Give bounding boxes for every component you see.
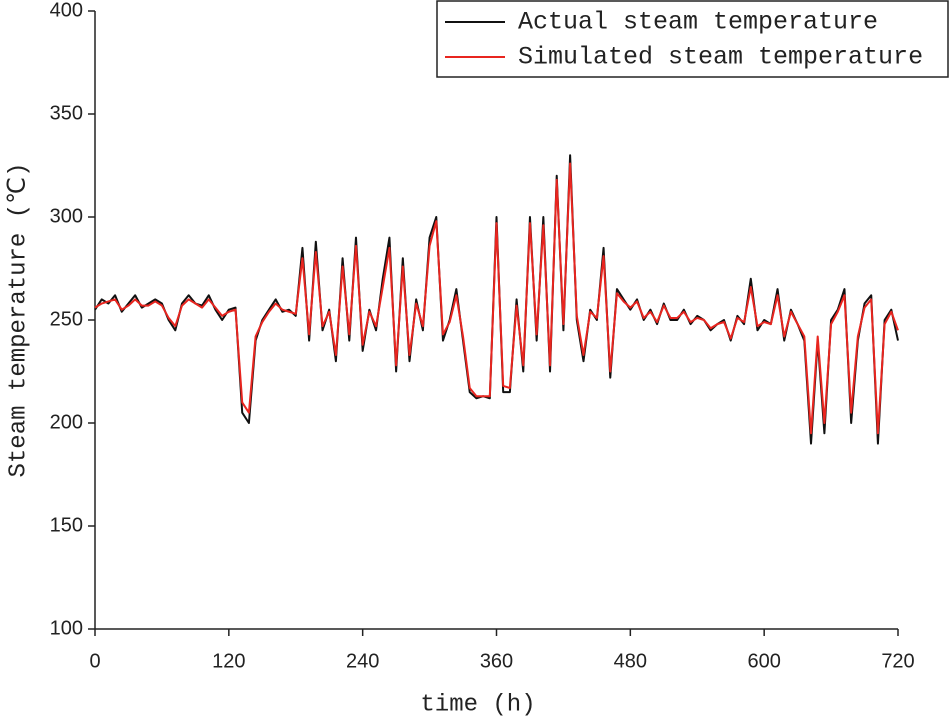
x-tick-label: 0 xyxy=(89,650,100,672)
x-tick-label: 120 xyxy=(212,650,245,672)
y-tick-label: 400 xyxy=(50,0,83,21)
y-tick-label: 150 xyxy=(50,514,83,536)
y-tick-label: 100 xyxy=(50,617,83,639)
y-tick-label: 350 xyxy=(50,102,83,124)
y-tick-label: 200 xyxy=(50,411,83,433)
x-tick-label: 720 xyxy=(881,650,914,672)
legend-label: Simulated steam temperature xyxy=(518,43,923,72)
y-tick-label: 250 xyxy=(50,308,83,330)
x-tick-label: 240 xyxy=(346,650,379,672)
y-tick-label: 300 xyxy=(50,205,83,227)
series-line xyxy=(94,162,899,435)
x-tick-label: 480 xyxy=(614,650,647,672)
x-tick-label: 600 xyxy=(747,650,780,672)
y-axis-label: Steam temperature (℃) xyxy=(5,163,32,478)
x-axis-label: time (h) xyxy=(420,691,535,717)
legend-box xyxy=(436,0,949,78)
x-tick-label: 360 xyxy=(480,650,513,672)
series-line xyxy=(94,154,899,445)
legend-label: Actual steam temperature xyxy=(518,8,878,37)
